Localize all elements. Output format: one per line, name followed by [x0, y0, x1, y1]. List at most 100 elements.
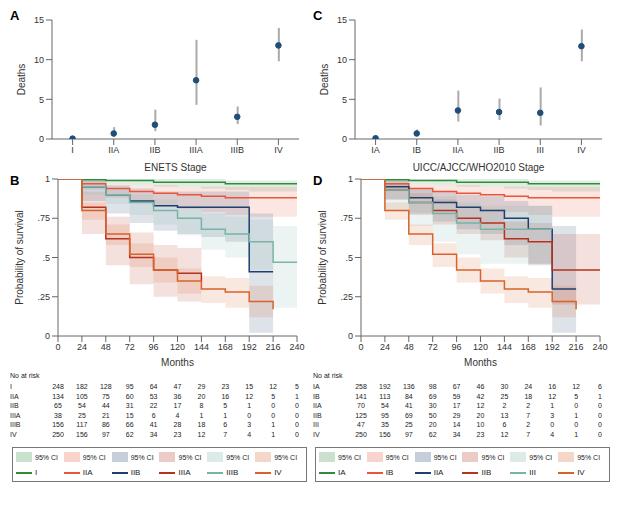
html-text:42: 42: [476, 392, 485, 400]
svg-text:24: 24: [380, 342, 390, 352]
html-text:12: 12: [245, 392, 254, 400]
html-text:38: 38: [54, 411, 62, 419]
svg-text:72: 72: [125, 342, 135, 352]
svg-text:.25: .25: [340, 292, 353, 302]
html-text:105: 105: [76, 392, 88, 400]
svg-text:Probability of survival: Probability of survival: [14, 210, 25, 304]
svg-text:IB: IB: [412, 145, 421, 155]
svg-text:1: 1: [45, 174, 50, 184]
svg-text:120: 120: [170, 342, 185, 352]
svg-text:Deaths: Deaths: [319, 64, 330, 96]
html-text:C: C: [313, 8, 323, 23]
svg-text:0: 0: [55, 342, 60, 352]
svg-text:Months: Months: [161, 357, 194, 368]
html-text:20: 20: [197, 392, 206, 400]
svg-text:192: 192: [545, 342, 560, 352]
svg-text:IIB: IIB: [494, 145, 505, 155]
svg-text:IIA: IIA: [452, 145, 463, 155]
svg-text:IIB: IIB: [149, 145, 160, 155]
svg-text:240: 240: [592, 342, 607, 352]
svg-text:1: 1: [348, 174, 353, 184]
svg-text:Deaths: Deaths: [16, 64, 27, 96]
svg-text:120: 120: [473, 342, 488, 352]
svg-text:IV: IV: [274, 145, 283, 155]
html-text:25: 25: [78, 411, 86, 419]
svg-text:0: 0: [358, 342, 363, 352]
svg-text:ENETS Stage: ENETS Stage: [144, 162, 207, 173]
html-text:141: 141: [355, 392, 367, 400]
html-text:15: 15: [125, 411, 134, 419]
svg-text:96: 96: [452, 342, 462, 352]
html-text:134: 134: [52, 392, 64, 400]
html-text:75: 75: [101, 392, 110, 400]
svg-text:UICC/AJCC/WHO2010 Stage: UICC/AJCC/WHO2010 Stage: [413, 162, 545, 173]
html-text:113: 113: [379, 392, 391, 400]
html-text:25: 25: [500, 392, 509, 400]
html-text:84: 84: [404, 392, 413, 400]
html-text:60: 60: [125, 392, 134, 400]
html-text:IIB: IIB: [130, 468, 141, 477]
html-text:250: 250: [52, 430, 64, 438]
svg-text:72: 72: [428, 342, 438, 352]
svg-text:168: 168: [521, 342, 536, 352]
html-text:36: 36: [173, 392, 182, 400]
svg-text:.5: .5: [42, 253, 50, 263]
html-text:IIB: IIB: [481, 468, 492, 477]
html-text:IIA: IIA: [433, 468, 444, 477]
svg-text:0: 0: [45, 331, 50, 341]
svg-text:15: 15: [34, 15, 44, 25]
html-text:156: 156: [76, 430, 88, 438]
html-text:12: 12: [197, 430, 206, 438]
svg-text:0: 0: [342, 134, 347, 144]
svg-text:192: 192: [242, 342, 257, 352]
html-text:69: 69: [428, 392, 437, 400]
html-text:IIIA: IIIA: [10, 411, 21, 419]
svg-text:IIIA: IIIA: [189, 145, 203, 155]
html-text:IIA: IIA: [82, 468, 93, 477]
svg-text:216: 216: [569, 342, 584, 352]
html-text:23: 23: [173, 430, 182, 438]
svg-text:IIIB: IIIB: [230, 145, 244, 155]
svg-text:.25: .25: [37, 292, 50, 302]
html-text:59: 59: [452, 392, 461, 400]
svg-text:48: 48: [101, 342, 111, 352]
svg-text:0: 0: [39, 134, 44, 144]
svg-text:168: 168: [218, 342, 233, 352]
svg-text:5: 5: [39, 95, 44, 105]
html-text:IIIA: IIIA: [178, 468, 191, 477]
svg-text:Months: Months: [464, 357, 497, 368]
html-text:97: 97: [101, 430, 110, 438]
html-text:IIIB: IIIB: [226, 468, 239, 477]
svg-text:15: 15: [337, 15, 347, 25]
html-text:A: A: [10, 8, 20, 23]
svg-text:IA: IA: [371, 145, 380, 155]
svg-text:216: 216: [266, 342, 281, 352]
svg-text:48: 48: [404, 342, 414, 352]
svg-text:III: III: [536, 145, 544, 155]
html-text:D: D: [313, 173, 323, 188]
svg-text:240: 240: [289, 342, 304, 352]
html-text:62: 62: [125, 430, 134, 438]
svg-text:144: 144: [497, 342, 512, 352]
svg-text:5: 5: [342, 95, 347, 105]
html-text:21: 21: [101, 411, 110, 419]
html-text:16: 16: [221, 392, 230, 400]
svg-text:10: 10: [337, 55, 347, 65]
svg-text:10: 10: [34, 55, 44, 65]
html-text:IIA: IIA: [10, 392, 19, 400]
html-text:IB: IB: [385, 468, 394, 477]
html-text:B: B: [10, 173, 20, 188]
svg-text:96: 96: [149, 342, 159, 352]
svg-text:.75: .75: [37, 213, 50, 223]
html-text:53: 53: [149, 392, 158, 400]
svg-text:144: 144: [194, 342, 209, 352]
svg-text:Probability of survival: Probability of survival: [317, 210, 328, 304]
svg-text:0: 0: [348, 331, 353, 341]
svg-text:.5: .5: [345, 253, 353, 263]
svg-text:IV: IV: [577, 145, 586, 155]
html-text:34: 34: [149, 430, 158, 438]
svg-text:.75: .75: [340, 213, 353, 223]
svg-text:I: I: [71, 145, 74, 155]
svg-text:IIA: IIA: [108, 145, 119, 155]
svg-text:24: 24: [77, 342, 87, 352]
